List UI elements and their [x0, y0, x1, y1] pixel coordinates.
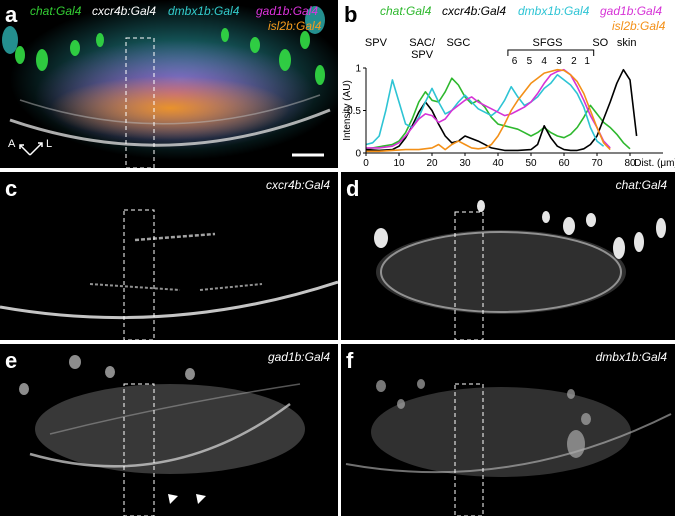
x-tick-label: 80 [624, 158, 636, 169]
panel-e-graphic [19, 355, 305, 516]
arrowhead-icon [168, 494, 178, 504]
panel-c-image: c cxcr4b:Gal4 [0, 172, 338, 340]
panel-c-title: cxcr4b:Gal4 [265, 178, 330, 192]
y-tick-label: 0 [355, 149, 361, 160]
x-axis-label: Dist. (μm) [634, 158, 675, 169]
sfgs-bracket [507, 49, 595, 56]
arrowhead-icon [196, 494, 206, 504]
x-tick-label: 30 [459, 158, 471, 169]
panel-d-graphic [374, 200, 666, 340]
y-tick-label: 1 [355, 64, 361, 75]
layer-label: 5 [527, 56, 533, 67]
roi-box [454, 383, 484, 516]
layer-label: SO [592, 37, 608, 49]
layer-label: SPV [411, 49, 434, 61]
x-tick-label: 0 [363, 158, 369, 169]
roi-box [123, 383, 155, 516]
panel-d-image: d chat:Gal4 [341, 172, 675, 340]
orientation-arrows-icon [19, 142, 43, 156]
x-tick-label: 70 [591, 158, 603, 169]
legend-gad1b: gad1b:Gal4 [600, 4, 663, 18]
layer-label: 3 [556, 56, 562, 67]
panel-e-title: gad1b:Gal4 [267, 350, 330, 364]
x-tick-label: 60 [558, 158, 570, 169]
series-line-dmbx1b-gal4 [365, 74, 605, 147]
legend-dmbx1b: dmbx1b:Gal4 [518, 4, 590, 18]
panel-f-image: f dmbx1b:Gal4 [341, 344, 675, 516]
panel-f-label: f [346, 348, 354, 373]
panel-e-image: e gad1b:Gal4 [0, 344, 338, 516]
x-tick-label: 40 [492, 158, 504, 169]
layer-label: 4 [541, 56, 547, 67]
chart-series [365, 68, 638, 153]
y-tick-label: 0.5 [347, 106, 361, 117]
layer-label: SAC/ [409, 37, 436, 49]
x-tick-label: 20 [426, 158, 438, 169]
panel-f-graphic [345, 379, 672, 516]
layer-label: 1 [584, 56, 590, 67]
roi-box [454, 211, 484, 340]
panel-f-title: dmbx1b:Gal4 [595, 350, 667, 364]
panel-a-line-gad1b: gad1b:Gal4 [256, 4, 319, 18]
orientation-l-label: L [46, 138, 53, 150]
series-line-chat-gal4 [365, 77, 631, 150]
layer-label: SPV [365, 37, 388, 49]
panel-a-image: a chat:Gal4 cxcr4b:Gal4 dmbx1b:Gal4 gad1… [0, 0, 338, 168]
legend-chat: chat:Gal4 [380, 4, 432, 18]
x-tick-label: 10 [393, 158, 405, 169]
panel-d-title: chat:Gal4 [615, 178, 667, 192]
layer-label: 2 [571, 56, 577, 67]
layer-label: SGC [446, 37, 470, 49]
panel-a-label: a [5, 2, 18, 27]
panel-e-label: e [5, 348, 18, 373]
legend-cxcr4b: cxcr4b:Gal4 [442, 4, 507, 18]
panel-a-line-dmbx1b: dmbx1b:Gal4 [168, 4, 240, 18]
panel-b-label: b [344, 2, 358, 27]
panel-a-line-chat: chat:Gal4 [30, 4, 82, 18]
layer-label: skin [617, 37, 637, 49]
panel-c-graphic [0, 209, 338, 340]
layer-label: SFGS [533, 37, 563, 49]
panel-d-label: d [346, 176, 360, 201]
roi-box [125, 37, 155, 168]
chart-axes: 0 10 20 30 40 50 60 70 80 0 0.5 1 Dist. (μm) Intensit… [342, 64, 675, 170]
legend-isl2b: isl2b:Gal4 [612, 19, 666, 33]
panel-a-line-cxcr4b: cxcr4b:Gal4 [92, 4, 157, 18]
panel-c-label: c [5, 176, 18, 201]
y-axis-label: Intensity (AU) [342, 80, 353, 141]
orientation-a-label: A [8, 138, 16, 150]
layer-label: 6 [512, 56, 518, 67]
series-line-isl2b-gal4 [366, 68, 611, 153]
panel-a-line-isl2b: isl2b:Gal4 [268, 19, 322, 33]
panel-a-graphic [2, 0, 338, 168]
x-tick-label: 50 [525, 158, 537, 169]
roi-box [123, 209, 155, 340]
